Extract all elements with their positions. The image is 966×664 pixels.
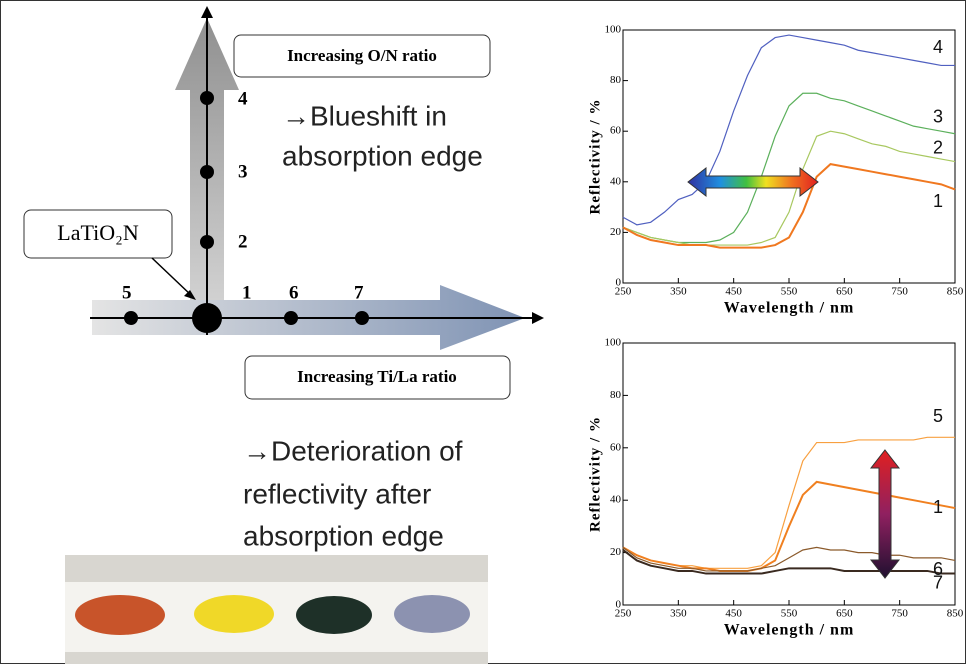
point-label: 1 [242, 282, 252, 303]
label-box [244, 355, 511, 400]
point [200, 165, 214, 179]
point [200, 235, 214, 249]
x-tick-label: 850 [947, 286, 964, 298]
deterioration-note: reflectivity after [243, 478, 431, 509]
series-label: 3 [933, 106, 943, 126]
arrow-head [201, 6, 213, 18]
y-axis-label: Reflectivity / % [587, 416, 603, 532]
x-tick-label: 450 [725, 286, 742, 298]
sample-photo [65, 555, 488, 664]
series-line [622, 130, 956, 246]
y-tick-label: 20 [610, 546, 622, 558]
x-tick-label: 750 [891, 286, 908, 298]
point-label: 4 [238, 88, 248, 109]
point [355, 311, 369, 325]
y-tick-label: 20 [610, 226, 622, 238]
y-axis-label: Reflectivity / % [587, 99, 603, 215]
deterioration-note: →Deterioration of [243, 435, 463, 466]
x-tick-label: 650 [836, 286, 853, 298]
x-axis-label: Wavelength / nm [724, 300, 855, 317]
y-tick-label: 60 [610, 441, 622, 453]
y-tick-label: 40 [610, 175, 622, 187]
x-tick-label: 450 [725, 608, 742, 620]
series-line [622, 546, 956, 572]
x-tick-label: 750 [891, 608, 908, 620]
spectrum-arrow [687, 166, 819, 198]
series-label: 1 [933, 497, 943, 517]
reflectivity-arrow [869, 449, 901, 579]
point [124, 311, 138, 325]
compound-label: LaTiO₂N [57, 220, 139, 245]
deterioration-note: absorption edge [243, 520, 444, 551]
y-tick-label: 60 [610, 125, 622, 137]
y-tick-label: 80 [610, 74, 622, 86]
series-label: 1 [933, 191, 943, 211]
point-label: 3 [238, 161, 248, 182]
point-label: 2 [238, 231, 248, 252]
label-box [233, 34, 491, 78]
x-tick-label: 550 [781, 286, 798, 298]
series-label: 6 [933, 559, 943, 579]
blueshift-note: →Blueshift in [282, 100, 447, 131]
series-label: 5 [933, 406, 943, 426]
x-tick-label: 850 [947, 608, 964, 620]
y-tick-label: 0 [616, 277, 622, 289]
point [200, 91, 214, 105]
label-box [23, 209, 173, 259]
point-label: 5 [122, 282, 132, 303]
point [192, 303, 222, 333]
x-tick-label: 650 [836, 608, 853, 620]
series-label: 2 [933, 137, 943, 157]
y-tick-label: 40 [610, 494, 622, 506]
arrow-head [184, 290, 196, 300]
point-label: 7 [354, 282, 364, 303]
pointer [151, 257, 193, 297]
series-line [622, 549, 955, 575]
on-ratio-label: Increasing O/N ratio [287, 46, 437, 65]
point-label: 6 [289, 282, 299, 303]
y-tick-label: 80 [610, 389, 622, 401]
series-line [622, 163, 956, 249]
series-line [622, 34, 955, 226]
x-axis-label: Wavelength / nm [724, 622, 855, 639]
series-label: 4 [933, 37, 943, 57]
y-tick-label: 100 [605, 24, 622, 36]
y-tick-label: 0 [616, 599, 622, 611]
blueshift-note: absorption edge [282, 140, 483, 171]
y-tick-label: 100 [605, 337, 622, 349]
tila-ratio-label: Increasing Ti/La ratio [297, 367, 457, 386]
series-line [622, 480, 956, 572]
x-tick-label: 350 [670, 286, 687, 298]
x-tick-label: 250 [615, 286, 632, 298]
point [284, 311, 298, 325]
x-tick-label: 250 [615, 608, 632, 620]
x-tick-label: 350 [670, 608, 687, 620]
arrow-head [532, 312, 544, 324]
x-tick-label: 550 [781, 608, 798, 620]
series-label: 7 [933, 572, 943, 592]
